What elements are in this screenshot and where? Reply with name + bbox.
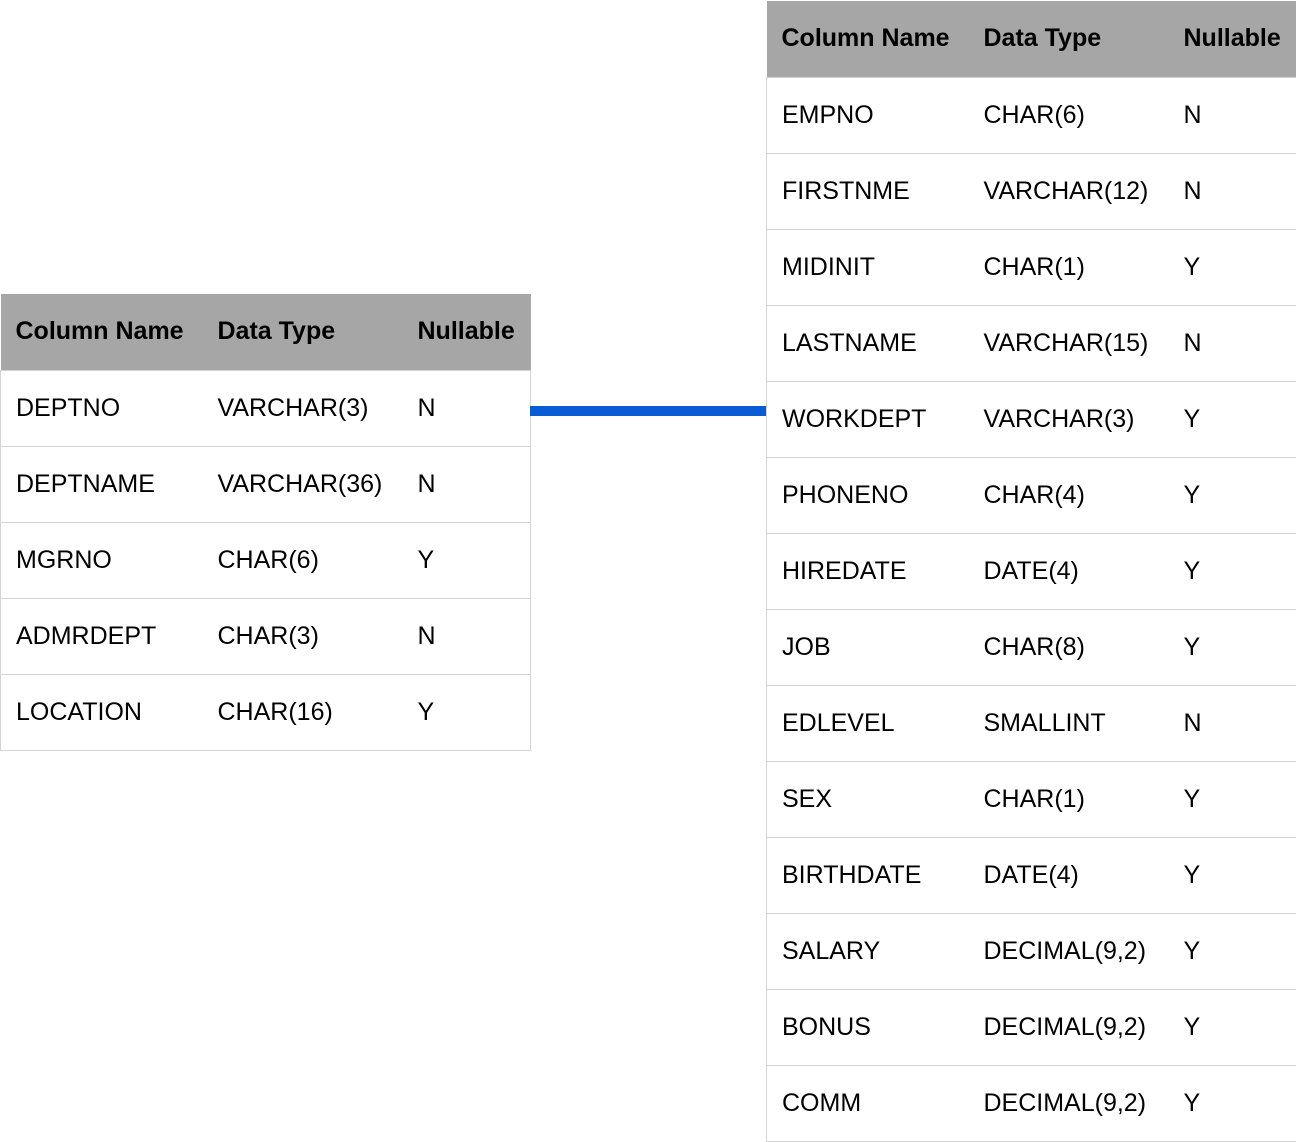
- column-name-cell: BIRTHDATE: [767, 837, 969, 913]
- data-type-cell: CHAR(6): [969, 77, 1169, 153]
- column-name-cell: COMM: [767, 1065, 969, 1141]
- data-type-cell: CHAR(16): [203, 674, 403, 750]
- table-header-row: Column Name Data Type Nullable: [1, 294, 531, 370]
- column-name-cell: MIDINIT: [767, 229, 969, 305]
- nullable-cell: N: [1169, 685, 1296, 761]
- table-header-row: Column Name Data Type Nullable: [767, 1, 1296, 77]
- column-name-cell: LOCATION: [1, 674, 203, 750]
- nullable-cell: Y: [403, 674, 531, 750]
- nullable-cell: N: [1169, 153, 1296, 229]
- column-name-cell: SALARY: [767, 913, 969, 989]
- nullable-cell: Y: [1169, 381, 1296, 457]
- data-type-cell: VARCHAR(3): [969, 381, 1169, 457]
- nullable-cell: Y: [1169, 533, 1296, 609]
- column-name-cell: DEPTNO: [1, 370, 203, 446]
- data-type-cell: VARCHAR(12): [969, 153, 1169, 229]
- column-name-header: Column Name: [767, 1, 969, 77]
- nullable-cell: Y: [1169, 1065, 1296, 1141]
- nullable-cell: Y: [1169, 609, 1296, 685]
- nullable-cell: Y: [1169, 837, 1296, 913]
- column-name-cell: FIRSTNME: [767, 153, 969, 229]
- data-type-cell: CHAR(4): [969, 457, 1169, 533]
- data-type-header: Data Type: [969, 1, 1169, 77]
- nullable-header: Nullable: [403, 294, 531, 370]
- data-type-cell: DECIMAL(9,2): [969, 1065, 1169, 1141]
- nullable-header: Nullable: [1169, 1, 1296, 77]
- nullable-cell: Y: [1169, 457, 1296, 533]
- data-type-cell: DECIMAL(9,2): [969, 913, 1169, 989]
- data-type-cell: CHAR(1): [969, 229, 1169, 305]
- data-type-cell: DATE(4): [969, 837, 1169, 913]
- data-type-cell: VARCHAR(36): [203, 446, 403, 522]
- data-type-cell: CHAR(1): [969, 761, 1169, 837]
- column-name-cell: DEPTNAME: [1, 446, 203, 522]
- nullable-cell: Y: [1169, 229, 1296, 305]
- column-name-cell: WORKDEPT: [767, 381, 969, 457]
- column-name-cell: JOB: [767, 609, 969, 685]
- column-name-cell: PHONENO: [767, 457, 969, 533]
- data-type-cell: CHAR(6): [203, 522, 403, 598]
- data-type-cell: VARCHAR(15): [969, 305, 1169, 381]
- data-type-cell: SMALLINT: [969, 685, 1169, 761]
- column-name-cell: EMPNO: [767, 77, 969, 153]
- column-name-cell: LASTNAME: [767, 305, 969, 381]
- data-type-cell: CHAR(3): [203, 598, 403, 674]
- column-name-cell: SEX: [767, 761, 969, 837]
- column-name-cell: MGRNO: [1, 522, 203, 598]
- data-type-cell: DATE(4): [969, 533, 1169, 609]
- nullable-cell: N: [1169, 77, 1296, 153]
- data-type-header: Data Type: [203, 294, 403, 370]
- data-type-cell: CHAR(8): [969, 609, 1169, 685]
- column-name-cell: BONUS: [767, 989, 969, 1065]
- nullable-cell: N: [403, 598, 531, 674]
- data-type-cell: VARCHAR(3): [203, 370, 403, 446]
- nullable-cell: N: [1169, 305, 1296, 381]
- column-name-header: Column Name: [1, 294, 203, 370]
- relationship-connector: [530, 406, 766, 416]
- nullable-cell: Y: [403, 522, 531, 598]
- nullable-cell: N: [403, 370, 531, 446]
- column-name-cell: ADMRDEPT: [1, 598, 203, 674]
- nullable-cell: Y: [1169, 913, 1296, 989]
- data-type-cell: DECIMAL(9,2): [969, 989, 1169, 1065]
- nullable-cell: Y: [1169, 761, 1296, 837]
- column-name-cell: EDLEVEL: [767, 685, 969, 761]
- nullable-cell: N: [403, 446, 531, 522]
- column-name-cell: HIREDATE: [767, 533, 969, 609]
- nullable-cell: Y: [1169, 989, 1296, 1065]
